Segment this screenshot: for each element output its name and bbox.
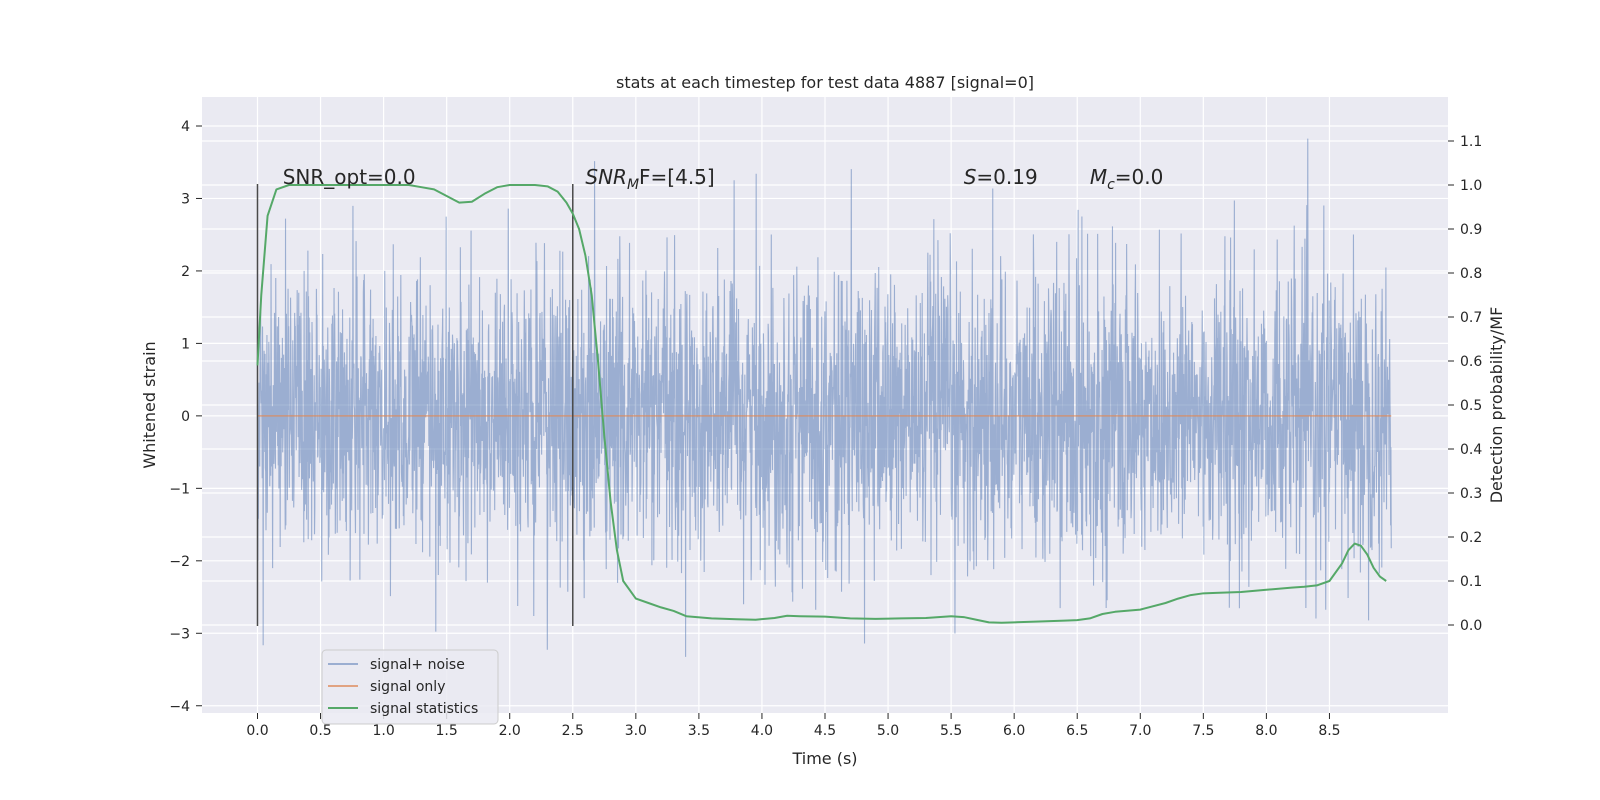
legend: signal+ noise signal only signal statistic… [321,649,499,725]
legend-entry-label: signal+ noise [370,657,465,673]
y-tick-label: 4 [181,119,190,135]
y-tick-label: 2 [181,264,190,280]
axes: 0.0 0.5 1.0 1.5 2.0 2.5 3.0 3.5 4.0 4.5 5.0 5.5 6.0 6… [169,119,1482,739]
y-tick-label: 3 [181,191,190,207]
x-tick-label: 7.0 [1129,723,1151,739]
x-tick-label: 2.0 [499,723,521,739]
y-axis-label: Whitened strain [140,341,159,468]
annotation-text: SNRMF=[4.5] [585,165,714,193]
x-tick-label: 5.5 [940,723,962,739]
x-tick-label: 5.0 [877,723,899,739]
y-tick-label: −3 [169,626,190,642]
x-tick-label: 1.5 [436,723,458,739]
y-tick-label: 1 [181,336,190,352]
annotation-subscript: c [1107,177,1115,193]
x-tick-label: 4.0 [751,723,773,739]
x-tick-label: 8.5 [1318,723,1340,739]
annotation-prefix: M [1090,165,1107,189]
annotation-subscript: M [627,177,639,193]
annotation-prefix: SNR [585,165,627,189]
signal-noise-series [256,138,1392,657]
x-tick-label: 8.0 [1255,723,1277,739]
x-tick-label: 7.5 [1192,723,1214,739]
annotation-suffix: F=[4.5] [639,165,715,189]
y-right-tick-label: 0.8 [1460,266,1482,282]
y-right-tick-label: 0.1 [1460,574,1482,590]
lines-layer [256,183,1392,627]
annotation-suffix: =0.19 [976,165,1037,189]
x-tick-label: 3.0 [625,723,647,739]
y-tick-label: −4 [169,699,190,715]
x-tick-label: 4.5 [814,723,836,739]
annotation-text: S=0.19 [964,165,1038,189]
y-tick-label: 0 [181,409,190,425]
y-right-tick-label: 0.9 [1460,222,1482,238]
x-tick-label: 0.0 [246,723,268,739]
y-right-tick-label: 0.6 [1460,354,1482,370]
annotations: SNR_opt=0.0 SNRMF=[4.5] S=0.19 Mc=0.0 [283,165,1164,193]
annotation-prefix: S [964,165,977,189]
y-right-tick-label: 0.0 [1460,618,1482,634]
x-tick-label: 1.0 [372,723,394,739]
y-right-tick-label: 0.2 [1460,530,1482,546]
x-tick-label: 2.5 [562,723,584,739]
annotation-text: Mc=0.0 [1090,165,1164,193]
x-tick-label: 6.0 [1003,723,1025,739]
signal-statistics-line [256,184,1387,624]
y-tick-label: −2 [169,554,190,570]
x-tick-label: 6.5 [1066,723,1088,739]
y-axis-label-right: Detection probability/MF [1487,307,1506,504]
y-right-tick-label: 0.4 [1460,442,1482,458]
y-right-tick-label: 0.3 [1460,486,1482,502]
annotation-suffix: =0.0 [1115,165,1164,189]
legend-entry-label: signal only [370,679,445,695]
y-right-tick-label: 0.5 [1460,398,1482,414]
y-right-tick-label: 0.7 [1460,310,1482,326]
legend-entry-label: signal statistics [370,701,478,717]
signal-noise-line [256,138,1392,657]
annotation-text: SNR_opt=0.0 [283,165,416,189]
y-right-tick-label: 1.0 [1460,178,1482,194]
x-axis-label: Time (s) [791,749,857,768]
x-tick-label: 3.5 [688,723,710,739]
x-tick-label: 0.5 [309,723,331,739]
y-right-tick-label: 1.1 [1460,134,1482,150]
chart-title: stats at each timestep for test data 488… [616,73,1034,92]
legend-box [321,649,499,725]
y-tick-label: −1 [169,481,190,497]
